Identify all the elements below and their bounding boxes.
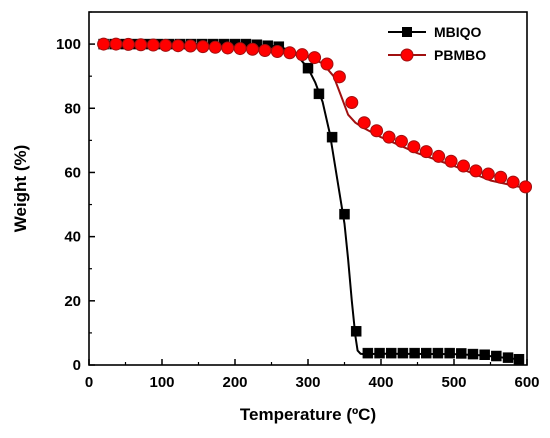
legend: MBIQO PBMBO [388, 24, 486, 63]
data-point-pbmbo [183, 39, 197, 53]
data-point-mbiqo [513, 353, 525, 365]
data-point-pbmbo [233, 42, 247, 56]
data-point-pbmbo [295, 48, 309, 62]
series-pbmbo [97, 37, 533, 194]
data-point-mbiqo [374, 347, 385, 359]
data-point-pbmbo [246, 42, 260, 56]
data-point-pbmbo [283, 46, 297, 60]
data-point-pbmbo [407, 140, 421, 154]
y-axis-title: Weight (%) [11, 145, 30, 233]
data-point-pbmbo [121, 37, 135, 51]
data-point-mbiqo [432, 347, 444, 359]
y-tick-label: 0 [73, 357, 81, 374]
data-point-pbmbo [159, 38, 173, 52]
data-point-mbiqo [491, 350, 502, 362]
legend-square-marker [402, 27, 412, 37]
data-point-mbiqo [502, 352, 514, 363]
data-point-mbiqo [385, 347, 397, 359]
data-point-pbmbo [481, 167, 495, 181]
legend-item-pbmbo: PBMBO [388, 47, 486, 63]
data-point-pbmbo [320, 57, 334, 71]
x-tick-label: 400 [368, 374, 393, 391]
data-point-pbmbo [357, 116, 371, 130]
data-point-pbmbo [432, 149, 446, 163]
data-point-pbmbo [258, 44, 272, 58]
y-tick-label: 40 [64, 229, 81, 246]
data-point-mbiqo [456, 348, 467, 359]
data-point-pbmbo [506, 175, 520, 189]
data-point-mbiqo [421, 347, 432, 359]
x-tick-label: 0 [85, 374, 93, 391]
series-line-mbiqo [103, 43, 520, 361]
data-point-mbiqo [326, 131, 338, 143]
data-point-mbiqo [302, 62, 314, 74]
data-point-mbiqo [339, 208, 350, 220]
data-point-pbmbo [308, 51, 322, 65]
data-point-mbiqo [313, 88, 325, 100]
data-point-pbmbo [97, 37, 111, 51]
data-point-pbmbo [419, 145, 433, 159]
data-point-pbmbo [270, 44, 284, 58]
data-point-mbiqo [479, 349, 490, 360]
data-point-pbmbo [370, 124, 384, 138]
data-point-pbmbo [221, 41, 235, 55]
legend-label: PBMBO [434, 47, 486, 63]
data-point-mbiqo [467, 348, 479, 360]
data-point-pbmbo [134, 38, 148, 52]
data-point-pbmbo [456, 159, 470, 173]
legend-circle-marker [400, 48, 414, 62]
legend-label: MBIQO [434, 24, 482, 40]
data-point-pbmbo [109, 37, 123, 51]
x-tick-label: 100 [149, 374, 174, 391]
data-point-pbmbo [332, 70, 346, 84]
data-point-pbmbo [394, 134, 408, 148]
x-tick-label: 600 [514, 374, 539, 391]
y-tick-label: 100 [56, 36, 81, 53]
legend-item-mbiqo: MBIQO [388, 24, 482, 40]
data-point-mbiqo [362, 347, 374, 359]
x-axis-title: Temperature (ºC) [240, 405, 376, 424]
y-tick-label: 80 [64, 100, 81, 117]
data-point-pbmbo [146, 38, 160, 52]
data-point-mbiqo [409, 347, 420, 359]
data-point-pbmbo [382, 130, 396, 144]
y-tick-label: 20 [64, 293, 81, 310]
x-tick-label: 300 [295, 374, 320, 391]
data-point-mbiqo [350, 326, 362, 337]
y-tick-label: 60 [64, 164, 81, 181]
x-tick-label: 200 [222, 374, 247, 391]
data-point-pbmbo [196, 40, 210, 54]
data-point-mbiqo [397, 347, 409, 359]
data-point-pbmbo [171, 39, 185, 53]
data-point-pbmbo [345, 95, 359, 109]
data-point-pbmbo [494, 170, 508, 184]
series-mbiqo [98, 38, 525, 365]
data-point-pbmbo [208, 40, 222, 54]
data-point-pbmbo [519, 180, 533, 194]
x-tick-label: 500 [441, 374, 466, 391]
data-point-pbmbo [444, 154, 458, 168]
data-point-pbmbo [469, 164, 483, 178]
data-point-mbiqo [444, 347, 455, 359]
